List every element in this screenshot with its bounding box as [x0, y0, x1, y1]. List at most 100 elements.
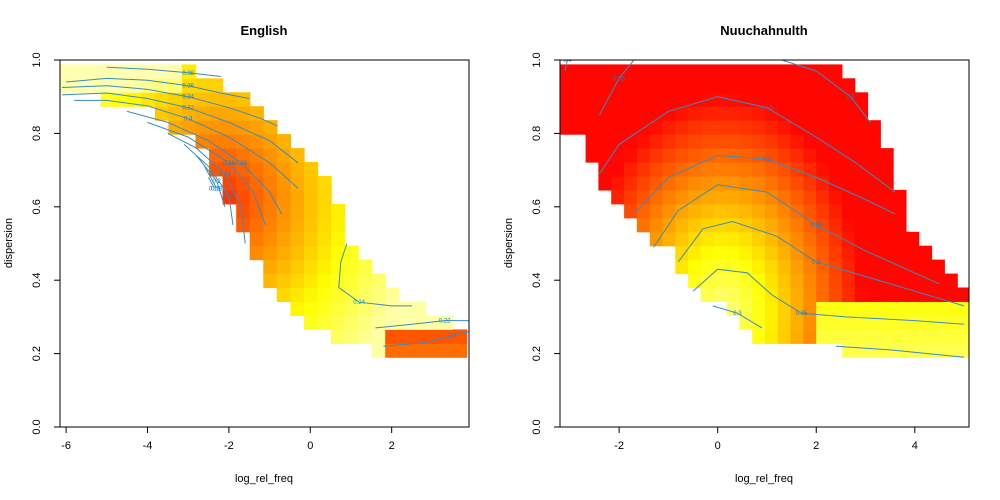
heatmap-cell — [141, 64, 156, 79]
contour-line — [338, 243, 412, 307]
heatmap-cell — [893, 273, 907, 289]
heatmap-cell — [209, 120, 224, 135]
heatmap-cell — [752, 92, 766, 107]
x-tick-label: 2 — [389, 440, 395, 452]
heatmap-english — [60, 64, 468, 358]
heatmap-cell — [854, 287, 869, 302]
heatmap-cell — [829, 176, 843, 191]
heatmap-cell — [905, 343, 920, 358]
heatmap-cell — [439, 343, 454, 358]
heatmap-cell — [944, 273, 958, 289]
heatmap-cell — [777, 120, 792, 135]
heatmap-cell — [777, 64, 792, 79]
y-axis-label-nuuchahnulth: dispersion — [503, 218, 515, 268]
heatmap-cell — [726, 273, 740, 289]
heatmap-cell — [276, 273, 291, 289]
heatmap-cell — [675, 92, 689, 107]
heatmap-cell — [713, 217, 728, 233]
heatmap-cell — [331, 217, 346, 233]
heatmap-cell — [636, 176, 651, 191]
heatmap-cell — [195, 134, 210, 149]
heatmap-cell — [675, 148, 689, 163]
heatmap-cell — [636, 162, 651, 177]
contour-label: 0.22 — [223, 194, 235, 200]
heatmap-cell — [412, 315, 427, 330]
heatmap-cell — [726, 134, 740, 149]
contour-label: 0.26 — [223, 161, 235, 167]
heatmap-cell — [276, 231, 291, 247]
contour-line — [61, 85, 278, 127]
y-tick-label: 0.4 — [31, 273, 43, 288]
heatmap-cell — [611, 148, 625, 163]
contour-line — [195, 155, 226, 207]
contour-label: 0.2 — [449, 333, 458, 339]
heatmap-cell — [739, 231, 753, 247]
heatmap-cell — [222, 162, 237, 177]
heatmap-cell — [114, 78, 129, 93]
heatmap-cell — [700, 176, 715, 191]
heatmap-cell — [726, 217, 740, 233]
heatmap-cell — [713, 245, 728, 261]
heatmap-cell — [867, 189, 881, 205]
heatmap-cell — [739, 162, 753, 177]
heatmap-cell — [636, 203, 651, 219]
heatmap-cell — [317, 176, 332, 191]
heatmap-cell — [777, 106, 792, 121]
contour-label: 0.3 — [733, 311, 742, 317]
heatmap-cell — [803, 203, 817, 219]
heatmap-cell — [276, 259, 291, 275]
heatmap-cell — [816, 231, 830, 247]
heatmap-cell — [636, 64, 651, 79]
heatmap-cell — [713, 259, 728, 275]
heatmap-cell — [263, 162, 278, 177]
heatmap-cell — [624, 162, 638, 177]
heatmap-cell — [752, 134, 766, 149]
heatmap-cell — [700, 245, 715, 261]
heatmap-cell — [829, 329, 843, 344]
heatmap-cell — [713, 287, 728, 302]
heatmap-cell — [611, 120, 625, 135]
contour-line — [66, 77, 250, 99]
contour-line — [835, 345, 965, 358]
axis-ticks-nuuchahnulth: -2 0 2 4 0.0 0.2 0.4 0.6 0.8 1.0 — [531, 52, 918, 452]
heatmap-cell — [854, 162, 869, 177]
heatmap-cell — [236, 106, 251, 121]
heatmap-cell — [263, 217, 278, 233]
heatmap-cell — [412, 343, 427, 358]
heatmap-cell — [739, 259, 753, 275]
heatmap-cell — [700, 148, 715, 163]
heatmap-cell — [777, 315, 792, 330]
heatmap-cell — [841, 106, 856, 121]
heatmap-cell — [829, 203, 843, 219]
heatmap-cell — [675, 189, 689, 205]
heatmap-cell — [867, 120, 881, 135]
heatmap-cell — [398, 301, 413, 316]
heatmap-cell — [649, 78, 664, 93]
heatmap-cell — [841, 78, 856, 93]
heatmap-cell — [317, 203, 332, 219]
heatmap-cell — [803, 259, 817, 275]
heatmap-cell — [803, 64, 817, 79]
heatmap-cell — [624, 64, 638, 79]
heatmap-cell — [829, 189, 843, 205]
heatmap-cell — [358, 301, 373, 316]
heatmap-cell — [739, 189, 753, 205]
heatmap-cell — [425, 315, 441, 330]
heatmap-cell — [662, 162, 676, 177]
heatmap-cell — [867, 134, 881, 149]
heatmap-cell — [765, 329, 779, 344]
heatmap-cell — [713, 176, 728, 191]
heatmap-cell — [713, 134, 728, 149]
heatmap-cell — [880, 217, 894, 233]
heatmap-cell — [688, 217, 702, 233]
heatmap-cell — [385, 343, 400, 358]
heatmap-cell — [303, 245, 319, 261]
heatmap-cell — [726, 203, 740, 219]
heatmap-cell — [867, 259, 881, 275]
heatmap-cell — [636, 106, 651, 121]
contour-label: 0.32 — [182, 106, 194, 112]
heatmap-cell — [688, 64, 702, 79]
heatmap-cell — [700, 217, 715, 233]
heatmap-cell — [127, 78, 142, 93]
heatmap-cell — [276, 245, 291, 261]
